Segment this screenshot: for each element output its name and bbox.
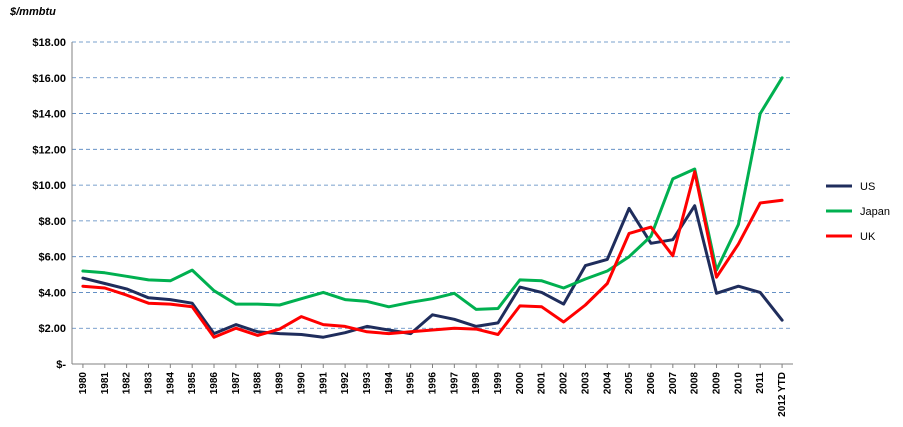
x-tick-label: 2009: [712, 372, 723, 395]
x-tick-label: 2007: [668, 372, 679, 395]
x-tick-label: 1982: [122, 372, 133, 395]
x-tick-label: 1989: [275, 372, 286, 395]
x-tick-label: 2001: [537, 372, 548, 395]
y-tick-label: $6.00: [38, 252, 66, 264]
x-tick-label: 2004: [602, 372, 613, 395]
x-tick-label: 2006: [646, 372, 657, 395]
x-tick-label: 1981: [100, 372, 111, 395]
x-tick-label: 2002: [559, 372, 570, 395]
x-tick-label: 2010: [733, 372, 744, 395]
x-tick-label: 1993: [362, 372, 373, 395]
legend: US Japan UK: [826, 181, 890, 243]
y-tick-label: $2.00: [38, 323, 66, 335]
x-tick-label: 1980: [78, 372, 89, 395]
legend-label-japan: Japan: [860, 206, 890, 218]
plot-area: $- $2.00 $4.00 $6.00 $8.00 $10.00 $12.00 $14.00…: [32, 37, 793, 417]
x-tick-label: 1995: [406, 372, 417, 395]
x-tick-label: 2000: [515, 372, 526, 395]
y-tick-label: $14.00: [32, 109, 66, 121]
x-tick-label: 1985: [187, 372, 198, 395]
x-tick-label: 1996: [428, 372, 439, 395]
x-tick-label: 1988: [253, 372, 264, 395]
y-tick-label: $8.00: [38, 216, 66, 228]
y-tick-label: $-: [56, 359, 66, 371]
x-tick-label: 1992: [340, 372, 351, 395]
x-tick-label: 2011: [755, 372, 766, 394]
unit-label: $/mmbtu: [9, 6, 56, 18]
y-tick-label: $18.00: [32, 37, 66, 49]
x-tick-label: 1990: [296, 372, 307, 395]
x-tick-label: 1987: [231, 372, 242, 395]
legend-label-us: US: [860, 181, 875, 193]
series-line-japan: [81, 76, 784, 311]
y-tick-label: $10.00: [32, 180, 66, 192]
x-tick-label: 1997: [449, 372, 460, 395]
x-tick-label: 1991: [318, 372, 329, 395]
y-tick-label: $16.00: [32, 73, 66, 85]
y-tick-label: $12.00: [32, 144, 66, 156]
x-tick-label: 1998: [471, 372, 482, 395]
series-line-us: [81, 204, 784, 339]
x-tick-label: 1994: [384, 372, 395, 395]
x-tick-label: 2005: [624, 372, 635, 395]
x-tick-label: 2012 YTD: [777, 372, 788, 417]
x-tick-label: 1986: [209, 372, 220, 395]
x-tick-label: 2003: [580, 372, 591, 395]
x-tick-label: 1999: [493, 372, 504, 395]
y-tick-label: $4.00: [38, 287, 66, 299]
series-line-uk: [81, 170, 784, 339]
x-tick-label: 1984: [165, 372, 176, 395]
x-tick-label: 1983: [143, 372, 154, 395]
legend-label-uk: UK: [860, 231, 876, 243]
x-tick-label: 2008: [690, 372, 701, 395]
